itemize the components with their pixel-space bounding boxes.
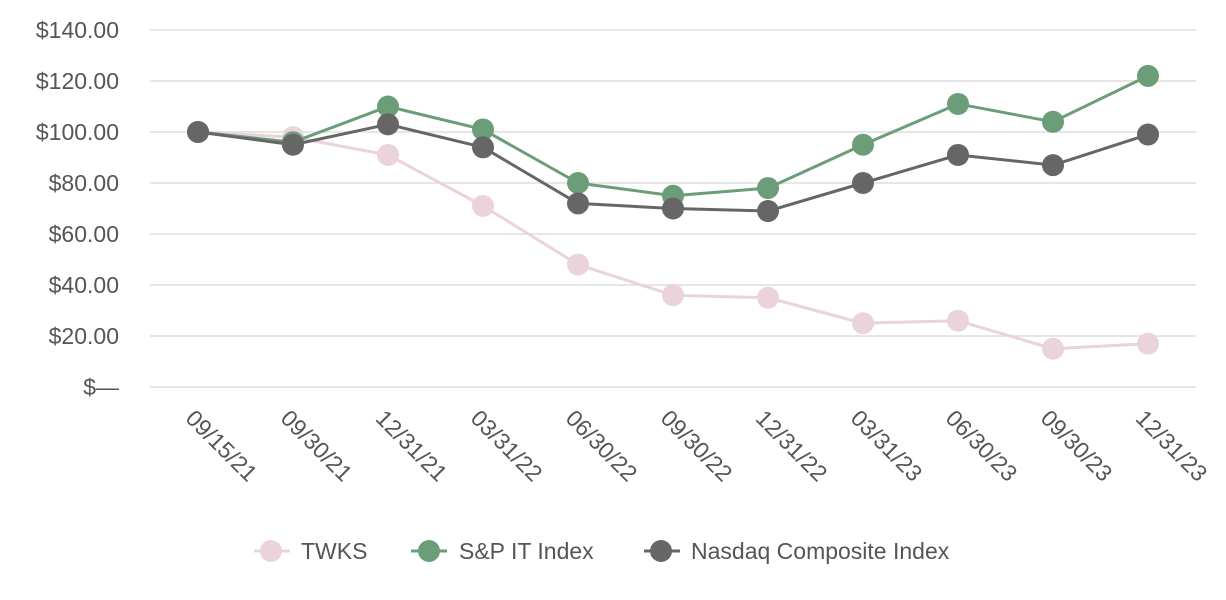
data-point [1137, 64, 1159, 87]
data-point [1042, 337, 1064, 360]
data-point [757, 286, 779, 309]
x-tick-label: 06/30/22 [561, 405, 643, 487]
x-tick-label: 09/30/22 [656, 405, 738, 487]
y-tick-label: $80.00 [49, 170, 119, 196]
legend-item: S&P IT Index [411, 538, 594, 564]
x-tick-label: 09/30/21 [276, 405, 358, 487]
y-tick-label: $120.00 [36, 68, 119, 94]
data-point [377, 143, 399, 166]
data-point [947, 143, 969, 166]
legend-label: TWKS [301, 538, 367, 564]
y-tick-label: $40.00 [49, 272, 119, 298]
x-tick-label: 03/31/23 [846, 405, 928, 487]
x-tick-label: 12/31/23 [1131, 405, 1213, 487]
legend-label: Nasdaq Composite Index [691, 538, 950, 564]
y-tick-label: $100.00 [36, 119, 119, 145]
data-point [757, 177, 779, 200]
legend-marker [260, 540, 282, 562]
data-point [567, 192, 589, 215]
legend-label: S&P IT Index [459, 538, 594, 564]
data-point [472, 194, 494, 217]
x-axis-ticks: 09/15/21 09/30/21 12/31/21 03/31/22 06/30/22… [181, 405, 1213, 487]
x-tick-label: 12/31/21 [371, 405, 453, 487]
data-point [377, 113, 399, 136]
data-point [852, 133, 874, 156]
legend-marker [418, 540, 440, 562]
series-lines [187, 64, 1159, 360]
data-point [282, 133, 304, 156]
legend-item: TWKS [254, 538, 367, 564]
data-point [947, 92, 969, 115]
series-twks [187, 121, 1159, 360]
data-point [472, 118, 494, 141]
data-point [377, 95, 399, 118]
y-tick-label: $— [83, 374, 119, 400]
data-point [662, 197, 684, 220]
legend: TWKS S&P IT Index Nasdaq Composite Index [254, 538, 950, 564]
data-point [1042, 154, 1064, 177]
x-tick-label: 12/31/22 [751, 405, 833, 487]
data-point [1137, 123, 1159, 146]
data-point [757, 200, 779, 223]
data-point [472, 136, 494, 159]
data-point [1137, 332, 1159, 355]
x-tick-label: 06/30/23 [941, 405, 1023, 487]
data-point [1042, 110, 1064, 133]
legend-item: Nasdaq Composite Index [644, 538, 950, 564]
data-point [947, 309, 969, 332]
y-tick-label: $20.00 [49, 323, 119, 349]
x-tick-label: 09/30/23 [1036, 405, 1118, 487]
y-tick-label: $140.00 [36, 17, 119, 43]
legend-marker [650, 540, 672, 562]
data-point [852, 172, 874, 194]
data-point [567, 253, 589, 276]
y-axis-ticks: $— $20.00 $40.00 $60.00 $80.00 $100.00 $120.00… [36, 17, 119, 400]
x-tick-label: 09/15/21 [181, 405, 263, 487]
data-point [187, 121, 209, 143]
y-tick-label: $60.00 [49, 221, 119, 247]
data-point [662, 284, 684, 307]
series-line [197, 130, 1149, 351]
data-point [567, 172, 589, 194]
series-nasdaq-composite-index [187, 113, 1159, 223]
data-point [852, 312, 874, 335]
x-tick-label: 03/31/22 [466, 405, 548, 487]
